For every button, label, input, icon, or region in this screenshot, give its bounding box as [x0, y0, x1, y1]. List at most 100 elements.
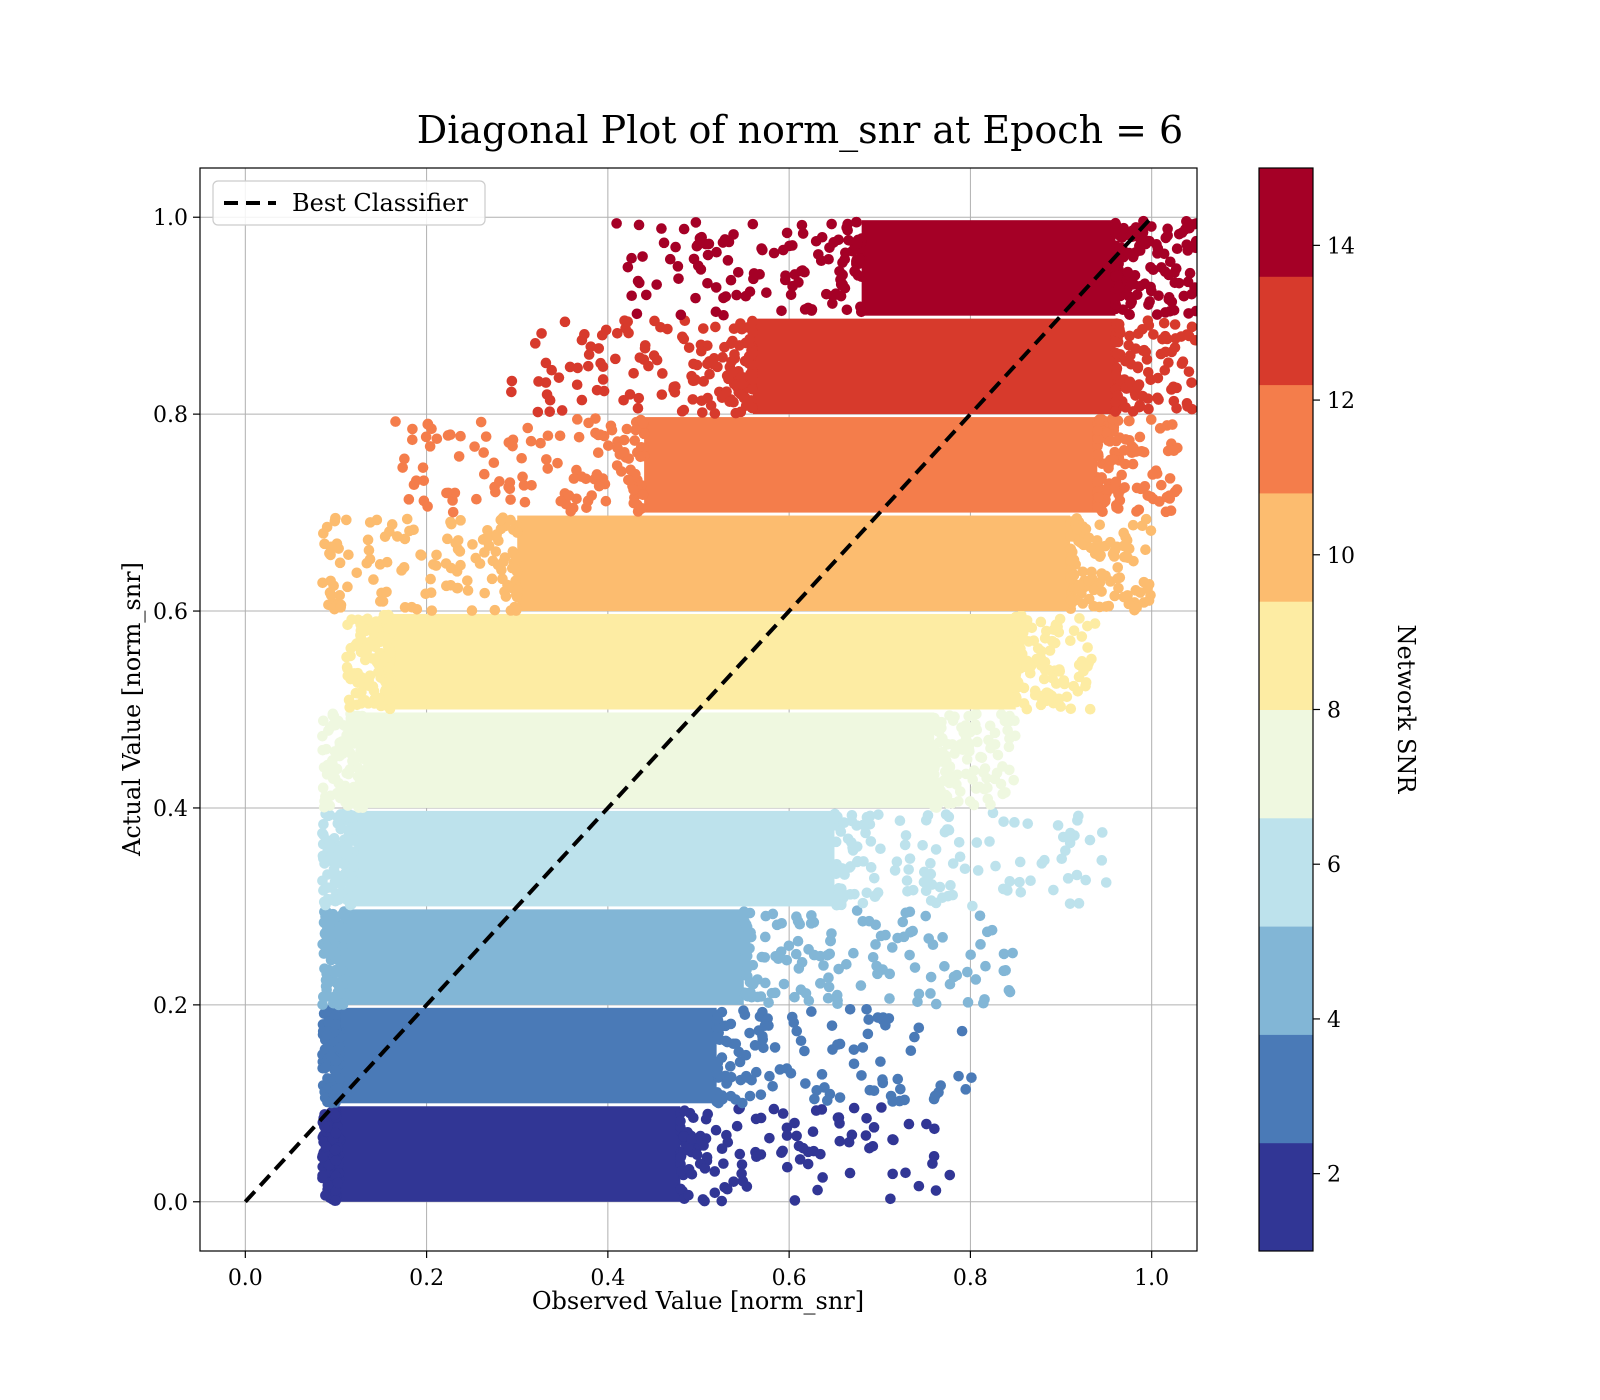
scatter-point — [826, 928, 837, 939]
scatter-point — [1065, 595, 1077, 606]
x-tick-label: 0.6 — [772, 1266, 807, 1291]
scatter-point — [939, 766, 951, 777]
scatter-point — [852, 238, 863, 249]
scatter-point — [330, 1065, 342, 1077]
scatter-point — [518, 480, 530, 491]
scatter-point — [867, 1140, 879, 1152]
scatter-point — [1048, 884, 1059, 896]
scatter-point — [480, 431, 492, 442]
scatter-point — [330, 1195, 342, 1206]
scatter-point — [1127, 519, 1139, 531]
scatter-point — [505, 494, 516, 505]
scatter-point — [1068, 680, 1079, 692]
scatter-point — [390, 416, 401, 427]
scatter-point — [728, 323, 740, 334]
scatter-point — [821, 1095, 833, 1106]
scatter-point — [697, 407, 708, 418]
scatter-point — [348, 811, 360, 823]
scatter-point — [622, 261, 634, 273]
scatter-point — [922, 873, 933, 885]
scatter-point — [843, 235, 854, 246]
scatter-point — [1114, 323, 1125, 335]
scatter-point — [633, 219, 645, 231]
scatter-point — [318, 896, 330, 908]
scatter-point — [930, 998, 942, 1010]
scatter-point — [352, 762, 364, 774]
scatter-point — [1145, 525, 1157, 536]
scatter-point — [1190, 305, 1197, 317]
scatter-point — [897, 916, 909, 928]
scatter-point — [495, 514, 507, 526]
scatter-point — [688, 358, 699, 370]
x-axis-label: Observed Value [norm_snr] — [532, 1287, 864, 1315]
scatter-point — [330, 1144, 341, 1156]
scatter-point — [576, 334, 588, 346]
scatter-point — [712, 1063, 724, 1074]
scatter-point — [1010, 616, 1022, 628]
scatter-point — [333, 954, 344, 966]
scatter-point — [687, 394, 699, 405]
x-tick-label: 0.2 — [409, 1266, 444, 1291]
scatter-point — [317, 577, 328, 589]
scatter-point — [475, 416, 487, 428]
scatter-point — [332, 1177, 343, 1189]
scatter-point — [1110, 227, 1121, 239]
scatter-point — [640, 289, 652, 301]
scatter-point — [699, 1163, 711, 1174]
scatter-point — [503, 437, 515, 448]
scatter-point — [1118, 445, 1130, 456]
scatter-point — [734, 1148, 746, 1160]
scatter-point — [1105, 536, 1116, 548]
scatter-point — [597, 361, 609, 373]
scatter-point — [1127, 458, 1139, 470]
scatter-point — [759, 977, 771, 989]
scatter-point — [943, 811, 955, 823]
scatter-point — [691, 1149, 703, 1161]
scatter-point — [1020, 622, 1032, 633]
chart-title: Diagonal Plot of norm_snr at Epoch = 6 — [417, 108, 1183, 153]
scatter-point — [990, 860, 1001, 872]
scatter-point — [835, 826, 847, 837]
scatter-point — [483, 540, 495, 551]
scatter-point — [1107, 548, 1119, 560]
scatter-point — [929, 1123, 940, 1135]
scatter-point — [764, 1132, 775, 1144]
scatter-point — [963, 722, 974, 733]
scatter-point — [1083, 575, 1095, 587]
scatter-point — [317, 1151, 328, 1163]
scatter-point — [454, 546, 466, 557]
scatter-point — [1068, 570, 1080, 581]
scatter-point — [1056, 853, 1068, 865]
scatter-point — [331, 763, 343, 775]
scatter-point — [795, 1035, 807, 1047]
scatter-point — [662, 323, 673, 335]
colorbar-segment — [1259, 168, 1313, 277]
scatter-point — [494, 476, 505, 487]
scatter-point — [845, 861, 856, 872]
scatter-point — [944, 777, 955, 789]
scatter-point — [386, 519, 398, 530]
scatter-point — [710, 321, 721, 333]
scatter-point — [1168, 381, 1179, 393]
scatter-point — [626, 290, 637, 302]
colorbar-tick-label: 12 — [1327, 389, 1355, 414]
scatter-point — [362, 534, 374, 546]
scatter-point — [415, 549, 426, 561]
scatter-point — [750, 1066, 762, 1078]
scatter-point — [953, 836, 965, 848]
scatter-point — [747, 383, 758, 395]
scatter-point — [505, 514, 516, 526]
scatter-point — [1124, 376, 1136, 388]
scatter-point — [842, 833, 854, 845]
scatter-point — [540, 357, 552, 369]
scatter-point — [702, 1108, 714, 1120]
scatter-point — [971, 837, 983, 848]
scatter-point — [738, 392, 750, 404]
scatter-point — [337, 999, 349, 1010]
scatter-point — [875, 1056, 886, 1067]
scatter-point — [686, 1168, 698, 1180]
scatter-point — [325, 589, 337, 601]
scatter-point — [843, 1136, 855, 1148]
scatter-point — [411, 603, 423, 615]
